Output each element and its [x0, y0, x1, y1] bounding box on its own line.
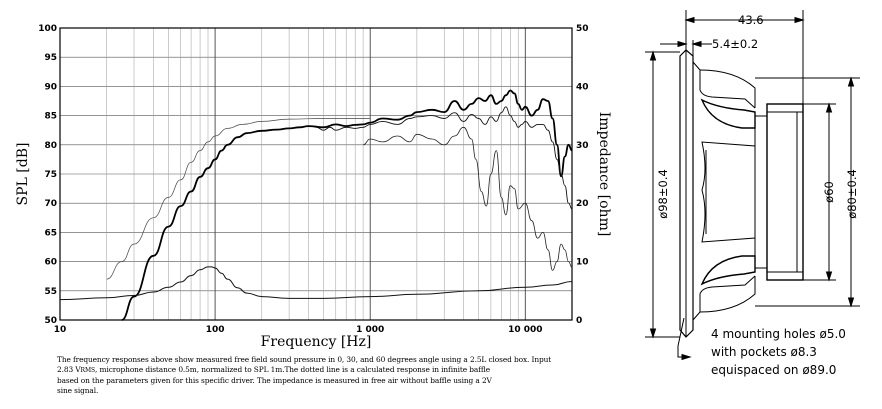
caption-line-2b: , microphone distance 0.5m, normalized t… [95, 365, 491, 374]
basket-outline [692, 61, 756, 109]
y2-tick-label: 20 [576, 199, 589, 209]
frequency-response-chart: 10 100 1 000 10 000 50 55 60 65 70 75 80 85 90 95 100 0… [15, 24, 612, 350]
magnet [766, 103, 804, 281]
arrowhead [684, 16, 695, 24]
y-tick-label: 65 [44, 228, 57, 238]
y-tick-label: 90 [44, 82, 57, 92]
basket-rim [699, 276, 756, 313]
arrowhead [847, 76, 855, 87]
mount-note-line-1: 4 mounting holes ø5.0 [711, 327, 846, 341]
y-tick-label: 60 [44, 258, 57, 268]
chart-caption: The frequency responses above show measu… [57, 355, 587, 396]
dim-flange-label: 5.4±0.2 [712, 37, 758, 51]
arrowhead [847, 297, 855, 308]
basket-rim [699, 69, 756, 108]
x-tick-label: 10 [54, 325, 67, 335]
series-line-spl-60deg [363, 126, 573, 271]
basket-back [754, 115, 768, 269]
arrowhead [681, 353, 692, 361]
x-axis-title: Frequency [Hz] [261, 334, 372, 350]
dim-outer-diameter-label: ø98±0.4 [656, 169, 670, 219]
series-layer [59, 89, 573, 321]
driver-technical-drawing: 43.6 5.4±0.2 ø98±0.4 ø60 ø80±0.4 4 mount… [645, 10, 860, 377]
y2-tick-label: 30 [576, 141, 589, 151]
y2-tick-label: 50 [576, 24, 589, 34]
y-tick-label: 75 [44, 170, 57, 180]
y-tick-label: 95 [44, 53, 57, 63]
caption-line-2a: 2.83 V [57, 365, 81, 374]
y-tick-label: 85 [44, 112, 57, 122]
basket-window [700, 98, 756, 129]
caption-line-3: based on the parameters given for this s… [57, 376, 492, 385]
x-tick-label: 10 000 [508, 325, 542, 335]
mount-note-line-3: equispaced on ø89.0 [711, 363, 836, 377]
arrowhead [794, 16, 805, 24]
y2-axis-title: Impedance [ohm] [596, 112, 612, 237]
dim-mount-label: ø80±0.4 [845, 169, 859, 219]
basket-window [700, 255, 756, 286]
y-tick-label: 50 [44, 316, 57, 326]
arrowhead [825, 102, 833, 113]
y2-tick-label: 0 [576, 316, 582, 326]
caption-rms-subscript: RMS [80, 367, 96, 374]
series-line-spl-30deg [316, 106, 573, 210]
plot-frame [59, 27, 573, 321]
series-line-spl-0deg [121, 89, 573, 321]
tick-labels: 10 100 1 000 10 000 50 55 60 65 70 75 80 85 90 95 100 0… [38, 24, 588, 335]
grid [60, 28, 572, 320]
arrowhead [825, 271, 833, 282]
arrowhead [649, 328, 657, 339]
magnet-plate [796, 111, 804, 273]
caption-line-4: sine signal. [57, 386, 99, 395]
y-tick-label: 100 [38, 24, 57, 34]
y-axis-title: SPL [dB] [15, 143, 31, 206]
y-tick-label: 80 [44, 141, 57, 151]
basket-outline [692, 275, 756, 321]
dim-depth-label: 43.6 [738, 13, 764, 27]
y-tick-label: 70 [44, 199, 57, 209]
caption-line-1: The frequency responses above show measu… [57, 355, 552, 364]
arrowhead [649, 50, 657, 61]
arrowhead [677, 40, 688, 48]
x-tick-label: 1 000 [356, 325, 384, 335]
y2-tick-label: 40 [576, 82, 589, 92]
mount-note-line-2: with pockets ø8.3 [711, 345, 817, 359]
y-tick-label: 55 [44, 287, 57, 297]
basket-window [701, 141, 756, 243]
series-line-impedance [59, 266, 573, 301]
dim-magnet-label: ø60 [822, 181, 836, 203]
series-line-spl-infinite-baffle [106, 118, 371, 280]
y2-tick-label: 10 [576, 258, 589, 268]
arrowhead [691, 40, 702, 48]
x-tick-label: 100 [206, 325, 225, 335]
